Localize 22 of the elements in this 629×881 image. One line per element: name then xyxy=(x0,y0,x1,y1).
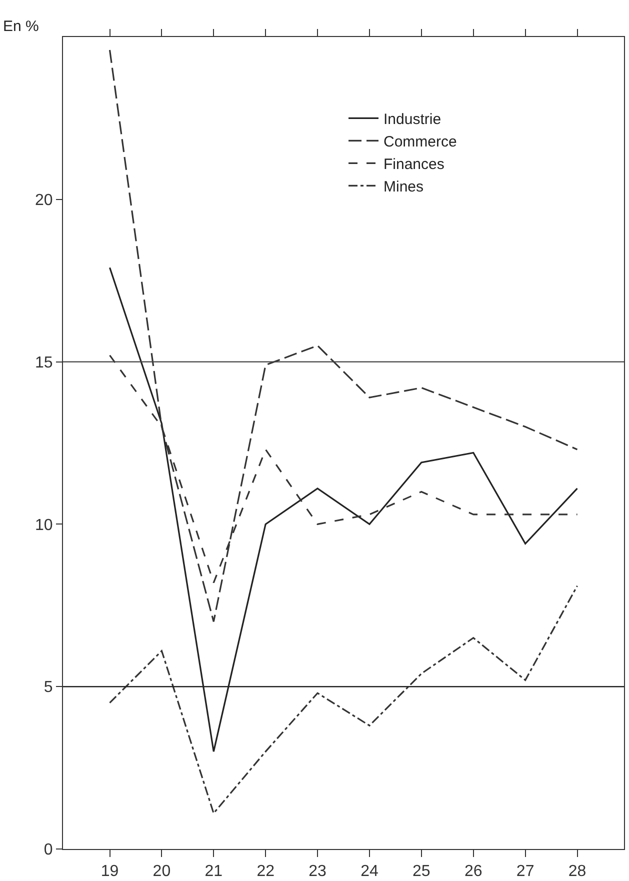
line-series xyxy=(108,49,578,622)
x-tick-label: 23 xyxy=(308,863,327,880)
x-tick-label: 19 xyxy=(100,863,119,880)
x-tick-label: 25 xyxy=(412,863,430,880)
x-tick-label: 26 xyxy=(464,863,482,880)
y-tick-label: 20 xyxy=(35,192,53,209)
legend-label: Industrie xyxy=(384,111,442,128)
x-tick-label: 27 xyxy=(516,863,534,880)
legend-label: Finances xyxy=(384,156,444,174)
legend-label: Commerce xyxy=(384,134,457,151)
x-tick-label: 24 xyxy=(360,863,378,880)
y-tick-label: 0 xyxy=(44,842,53,859)
x-tick-label: 21 xyxy=(204,863,223,880)
y-axis-title: En % xyxy=(3,18,39,35)
x-tick-label: 28 xyxy=(568,863,586,880)
y-tick-label: 15 xyxy=(35,354,53,372)
x-tick-label: 20 xyxy=(152,863,171,880)
x-tick-label: 22 xyxy=(256,863,275,880)
legend-label: Mines xyxy=(384,178,424,196)
y-tick-label: 10 xyxy=(35,516,53,534)
line-series xyxy=(108,585,578,814)
y-tick-label: 5 xyxy=(44,679,53,696)
